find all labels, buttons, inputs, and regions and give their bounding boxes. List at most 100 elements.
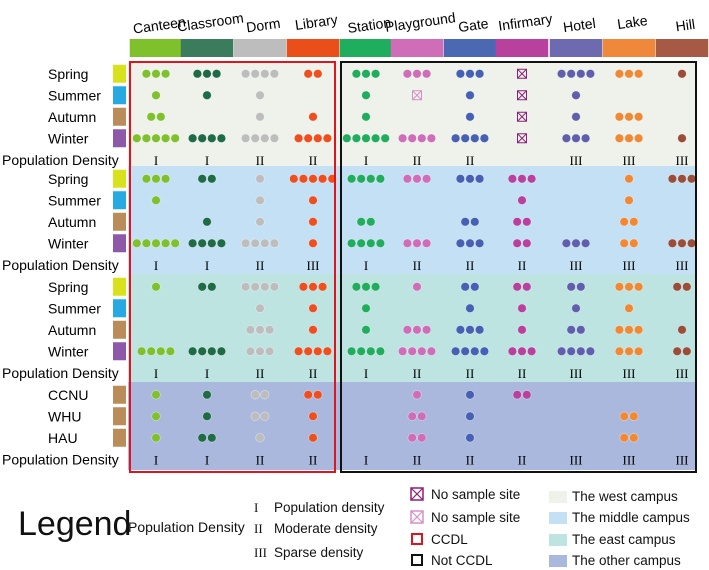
sample-dot	[422, 174, 432, 184]
density-symbol: II	[466, 258, 475, 273]
sample-dot	[250, 69, 260, 79]
density-symbol: II	[466, 366, 475, 381]
sample-dot	[571, 303, 581, 313]
population-density-label: Population Density	[2, 365, 119, 381]
sample-dot	[470, 282, 480, 292]
season-swatch	[113, 385, 126, 404]
sample-dot	[667, 238, 678, 248]
density-symbol: I	[205, 258, 209, 273]
east-campus-swatch	[549, 534, 567, 546]
density-symbol: II	[256, 153, 265, 168]
sample-dot	[269, 238, 280, 248]
density-symbol: I	[205, 452, 209, 467]
sample-dot	[170, 133, 180, 143]
sample-dot	[402, 69, 413, 79]
season-swatch	[113, 191, 126, 210]
sample-dot	[289, 174, 299, 184]
sample-dot	[522, 390, 532, 400]
density-symbol: III	[623, 452, 636, 467]
season-swatch	[113, 212, 126, 231]
sample-dot	[624, 325, 634, 335]
legend-no-sample-1: No sample site	[431, 487, 521, 502]
column-color-bar	[286, 39, 340, 57]
sample-dot	[216, 346, 226, 356]
no-sample-icon-line	[517, 111, 527, 122]
sample-dot	[308, 112, 318, 122]
sample-dot	[294, 133, 304, 143]
sample-dot	[371, 69, 381, 79]
density-symbol: III	[570, 366, 583, 381]
density-symbol: II	[466, 153, 475, 168]
row-label: Autumn	[48, 214, 96, 230]
sample-dot	[517, 325, 527, 335]
density-symbol: II	[256, 258, 265, 273]
sample-dot	[576, 282, 586, 292]
sample-dot	[566, 69, 576, 79]
sample-dot	[507, 346, 518, 356]
sample-dot	[351, 282, 362, 292]
sample-dot	[255, 433, 265, 443]
sample-dot	[366, 174, 376, 184]
sample-dot	[412, 390, 422, 400]
sample-dot	[308, 282, 318, 292]
sample-dot	[380, 133, 390, 143]
sample-dot	[241, 69, 251, 79]
season-swatch	[113, 107, 126, 126]
density-symbol: II	[518, 452, 527, 467]
density-symbol: II	[413, 366, 422, 381]
sample-dot	[682, 282, 692, 292]
sample-dot	[308, 433, 318, 443]
sample-dot	[188, 133, 198, 143]
sample-dot	[361, 325, 371, 335]
sample-dot	[517, 303, 527, 313]
sample-dot	[146, 346, 156, 356]
sample-dot	[566, 325, 576, 335]
sample-dot	[451, 346, 461, 356]
sample-dot	[197, 238, 207, 248]
sample-dot	[561, 238, 572, 248]
sample-dot	[151, 390, 161, 400]
no-sample-icon	[517, 111, 527, 122]
sample-dot	[371, 133, 381, 143]
sample-dot	[260, 411, 270, 421]
sample-dot	[151, 90, 161, 100]
sample-dot	[151, 433, 161, 443]
sample-dot	[465, 411, 475, 421]
sample-dot	[202, 411, 212, 421]
density-symbol: I	[364, 258, 368, 273]
sample-dot	[212, 69, 222, 79]
sample-dot	[137, 346, 147, 356]
sample-dot	[255, 325, 265, 335]
density-symbol: III	[570, 452, 583, 467]
sample-dot	[624, 346, 634, 356]
row-label: Autumn	[48, 322, 96, 338]
row-label: Winter	[48, 343, 89, 359]
sample-dot	[156, 346, 166, 356]
sample-dot	[556, 346, 567, 356]
sample-dot	[245, 325, 255, 335]
legend-west-campus: The west campus	[572, 489, 678, 504]
sample-dot	[407, 346, 417, 356]
legend-density-label: Population Density	[128, 519, 245, 535]
sample-dot	[470, 133, 480, 143]
sample-dot	[451, 133, 461, 143]
sample-dot	[313, 69, 323, 79]
sample-dot	[667, 174, 678, 184]
sample-dot	[686, 174, 697, 184]
legend-symbol-1: I	[254, 500, 259, 515]
legend-symbol-2: II	[254, 521, 263, 536]
sample-dot	[351, 69, 362, 79]
sample-dot	[465, 69, 475, 79]
sample-dot	[465, 325, 475, 335]
sample-dot	[361, 133, 371, 143]
legend-density-text-3: Sparse density	[274, 545, 364, 560]
sample-dot	[202, 217, 212, 227]
sample-dot	[407, 133, 417, 143]
season-swatch	[113, 320, 126, 339]
sample-dot	[465, 90, 475, 100]
sample-dot	[412, 238, 422, 248]
sample-dot	[633, 112, 644, 122]
sample-dot	[633, 133, 644, 143]
sample-dot	[216, 238, 226, 248]
sample-dot	[366, 346, 376, 356]
